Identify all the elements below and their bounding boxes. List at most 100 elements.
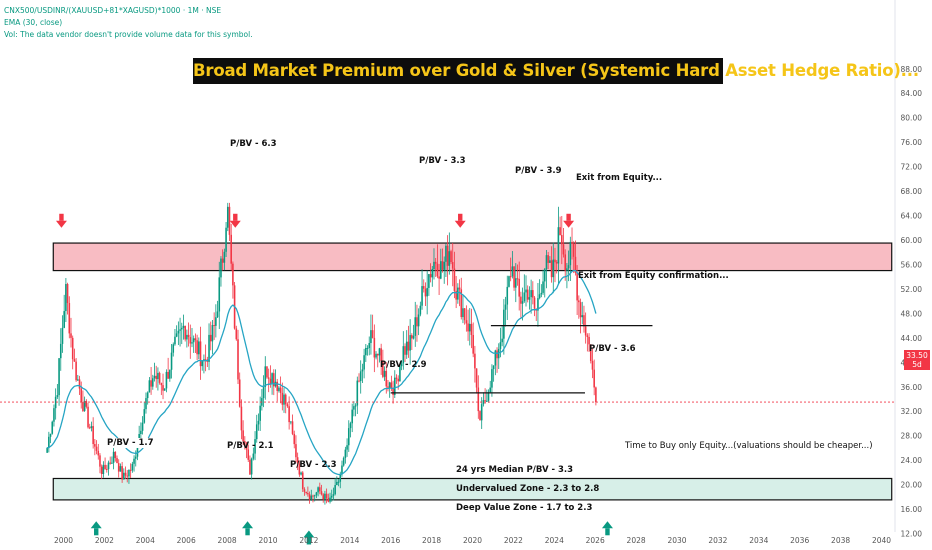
candle-body [133,458,135,464]
x-tick-label: 2030 [667,536,686,545]
candle-body [341,465,343,475]
candle-body [49,433,52,437]
candle-body [521,301,524,304]
candle-body [358,380,360,382]
candle-body [337,481,340,483]
candle-body [170,352,173,370]
last-price-value: 33.50 [906,351,928,360]
candle-body [123,472,125,480]
candle-body [385,370,388,387]
candle-body [390,382,393,388]
candle-body [244,441,246,444]
candle-body [216,311,219,318]
x-axis: 2000 2002 2004 2006 2008 2010 2012 2014 2016 2018… [54,536,891,545]
candle-body [428,274,430,288]
candle-body [88,427,91,429]
candle-body [92,426,94,445]
candle-body [334,485,336,495]
down-arrow-icon [454,220,466,228]
candle-body [298,463,301,475]
candle-body [581,315,584,318]
y-tick-label: 84.00 [901,89,923,98]
candle-body [434,261,437,264]
candle-body [422,286,425,289]
candle-body [566,268,568,271]
y-tick-label: 12.00 [901,530,923,539]
candle-body [482,400,485,405]
candle-body [578,300,580,303]
candle-body [209,334,212,342]
candles-layer [46,202,597,505]
candle-body [380,348,382,361]
candle-body [438,276,440,279]
candle-body [252,453,255,459]
candle-body [583,315,585,327]
candle-body [458,287,461,290]
candle-body [414,317,417,336]
candle-body [90,426,93,429]
candle-body [112,451,115,463]
candle-body [155,375,158,380]
y-tick-label: 80.00 [901,114,923,123]
candle-body [549,260,551,263]
x-tick-label: 2014 [340,536,359,545]
candle-body [160,382,163,386]
candle-body [291,421,294,434]
candle-body [145,398,147,410]
candle-body [457,287,459,300]
candle-body [215,317,217,326]
candle-body [353,406,355,410]
candle-body [453,268,456,291]
candle-body [61,327,64,344]
candle-body [477,387,480,412]
annotation-buy-zone: Time to Buy only Equity...(valuations sh… [625,441,873,451]
candle-body [465,320,468,324]
candle-body [312,495,314,497]
candle-body [63,311,65,328]
bar-countdown: 5d 21h [909,360,925,378]
candle-body [537,298,539,311]
candle-body [272,373,275,387]
down-arrow-icon [563,220,575,228]
candle-body [157,372,159,380]
candle-body [198,341,200,355]
candle-body [218,277,221,312]
candle-body [508,276,510,287]
y-tick-label: 24.00 [901,456,923,465]
candle-body [429,274,432,278]
x-tick-label: 2026 [586,536,605,545]
candle-body [324,493,326,500]
candle-body [576,272,578,301]
candle-body [499,342,502,349]
candle-body [53,408,55,422]
candle-body [431,268,434,278]
chart-title: Broad Market Premium over Gold & Silver … [193,61,919,80]
candle-body [545,255,548,270]
candle-body [119,466,122,472]
candle-body [78,379,81,389]
annotation-undervalued: Undervalued Zone - 2.3 to 2.8 [456,484,600,494]
candle-body [339,474,342,482]
candle-body [85,400,88,407]
candle-body [419,305,422,315]
candle-body [416,317,418,327]
candle-body [388,382,391,388]
candle-body [409,335,411,351]
candle-body [330,495,333,498]
candle-body [124,472,127,476]
x-tick-label: 2008 [218,536,237,545]
candle-body [525,289,527,293]
candle-body [48,436,50,449]
x-tick-label: 2040 [872,536,891,545]
candle-body [151,378,154,387]
candle-body [70,333,72,338]
candle-body [356,380,359,406]
down-arrow-icon [233,213,238,221]
candle-body [346,445,348,450]
candle-body [174,336,176,345]
candle-body [501,338,503,343]
candle-body [245,443,248,450]
candle-body [187,334,190,338]
candle-body [59,343,62,359]
